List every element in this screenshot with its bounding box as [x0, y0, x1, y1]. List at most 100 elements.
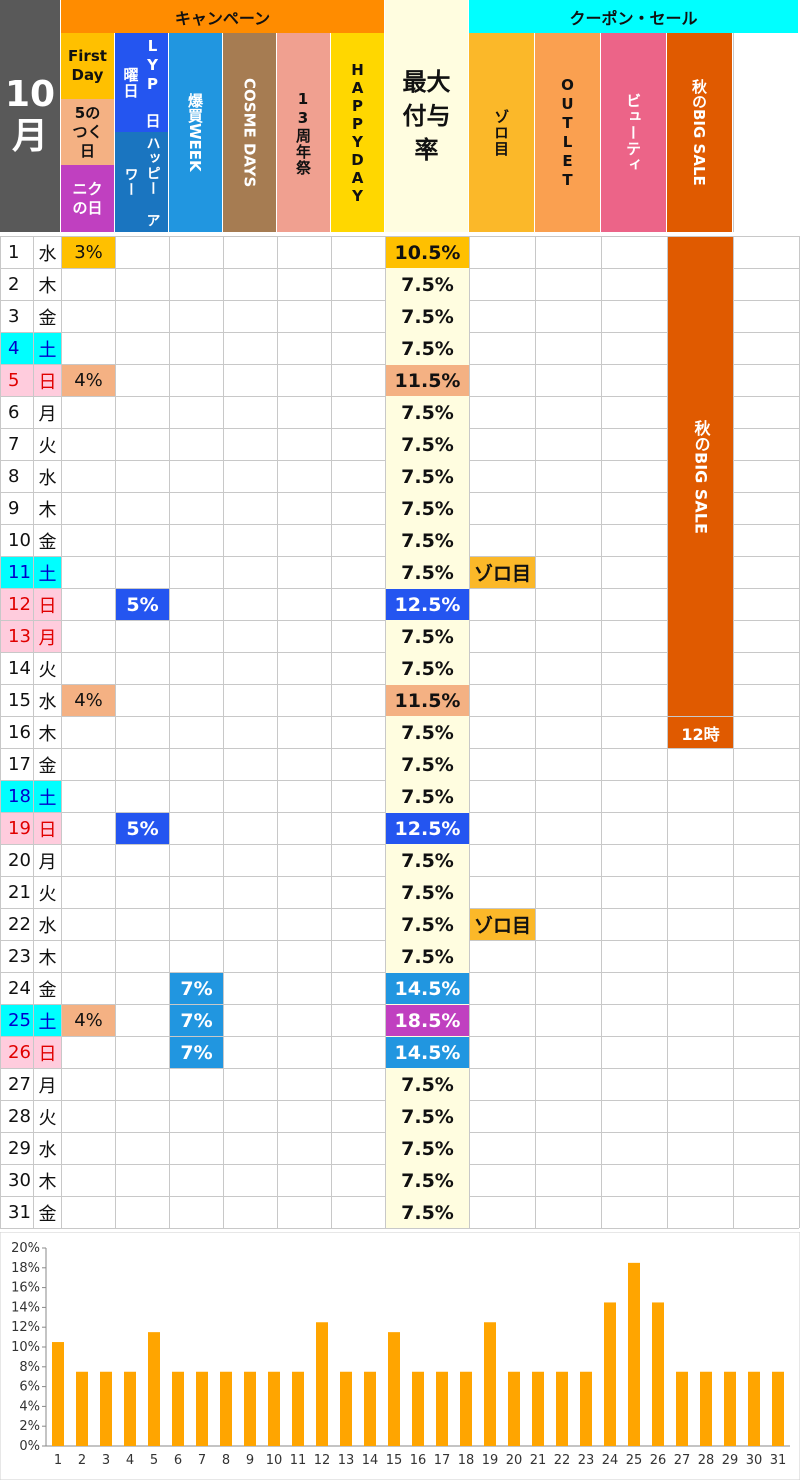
bakugai-rate: 7% [170, 1005, 223, 1036]
max-rate-value: 7.5% [401, 529, 454, 552]
first-five-rate: 3% [62, 237, 115, 268]
bar-day-9 [244, 1371, 256, 1446]
max-rate-value: 7.5% [401, 721, 454, 744]
col-gridline [115, 236, 116, 1228]
y-tick-label: 8% [19, 1360, 40, 1375]
day-number: 16 [8, 722, 31, 743]
x-tick-label: 13 [338, 1453, 355, 1468]
max-rate-value: 14.5% [386, 1037, 469, 1068]
zorome-mark: ゾロ目 [470, 557, 535, 588]
x-tick-label: 23 [578, 1453, 595, 1468]
day-number: 27 [8, 1074, 31, 1095]
day-of-week: 水 [38, 691, 57, 713]
x-tick-label: 1 [54, 1453, 62, 1468]
day-number: 11 [1, 557, 33, 588]
day-number: 7 [8, 434, 20, 455]
day-number: 20 [8, 850, 31, 871]
col-gridline [277, 236, 278, 1228]
col-gridline [331, 236, 332, 1228]
bar-day-1 [52, 1342, 64, 1446]
x-tick-label: 27 [674, 1453, 691, 1468]
day-of-week: 金 [38, 307, 57, 329]
bar-day-11 [292, 1371, 304, 1446]
day-of-week: 土 [34, 781, 61, 812]
day-of-week: 金 [38, 1203, 57, 1225]
day-number: 19 [1, 813, 33, 844]
col-gridline [535, 236, 536, 1228]
bar-day-29 [724, 1371, 736, 1446]
day-number: 14 [8, 658, 31, 679]
big-sale-end-label: 12時 [668, 717, 733, 748]
day-of-week: 火 [38, 1107, 57, 1129]
bar-day-3 [100, 1371, 112, 1446]
bar-day-2 [76, 1371, 88, 1446]
five-day-header: 5の つく 日 [61, 99, 115, 165]
day-number: 15 [8, 690, 31, 711]
bar-day-20 [508, 1371, 520, 1446]
day-number: 18 [1, 781, 33, 812]
outlet-header: OUTLET [535, 33, 601, 232]
x-tick-label: 24 [602, 1453, 619, 1468]
max-rate-value: 7.5% [401, 785, 454, 808]
big-sale-bar: 秋のBIG SALE [668, 237, 733, 716]
day-of-week: 火 [38, 659, 57, 681]
lyp-sunday-header: LYP 日曜日 [115, 33, 169, 132]
col-gridline [385, 236, 386, 1228]
month-number: 10 [4, 74, 56, 115]
max-rate-value: 7.5% [401, 657, 454, 680]
day-of-week: 土 [34, 557, 61, 588]
max-rate-value: 7.5% [401, 881, 454, 904]
bakugai-header: 爆買WEEK [169, 33, 223, 232]
bar-day-6 [172, 1371, 184, 1446]
day-of-week: 木 [38, 723, 57, 745]
max-rate-value: 12.5% [386, 813, 469, 844]
max-rate-value: 7.5% [401, 1105, 454, 1128]
col-gridline [601, 236, 602, 1228]
max-rate-value: 7.5% [401, 1073, 454, 1096]
y-tick-label: 16% [11, 1281, 40, 1296]
day-of-week: 火 [38, 883, 57, 905]
x-tick-label: 7 [198, 1453, 206, 1468]
x-tick-label: 21 [530, 1453, 547, 1468]
day-number: 22 [8, 914, 31, 935]
bar-day-31 [772, 1371, 784, 1446]
y-tick-label: 18% [11, 1261, 40, 1276]
bar-day-22 [556, 1371, 568, 1446]
cosme-header: COSME DAYS [223, 33, 277, 232]
col-gridline [0, 236, 1, 1228]
day-number: 25 [1, 1005, 33, 1036]
day-of-week: 金 [38, 531, 57, 553]
y-tick-label: 2% [19, 1419, 40, 1434]
y-tick-label: 20% [11, 1241, 40, 1256]
day-of-week: 木 [38, 275, 57, 297]
day-of-week: 水 [38, 467, 57, 489]
col-gridline [61, 236, 62, 1228]
x-tick-label: 28 [698, 1453, 715, 1468]
day-number: 9 [8, 498, 20, 519]
big-sale-header: 秋のBIG SALE [667, 33, 733, 232]
bar-day-13 [340, 1371, 352, 1446]
max-rate-value: 7.5% [401, 465, 454, 488]
beauty-header: ビューティ [601, 33, 667, 232]
day-of-week: 日 [34, 589, 61, 620]
max-rate-value: 7.5% [401, 849, 454, 872]
bar-day-15 [388, 1332, 400, 1446]
max-rate-value: 7.5% [401, 273, 454, 296]
zorome-header: ゾロ目 [469, 33, 535, 232]
bar-day-19 [484, 1322, 496, 1446]
x-tick-label: 19 [482, 1453, 499, 1468]
day-of-week: 月 [38, 1075, 57, 1097]
col-gridline [667, 236, 668, 1228]
col-gridline [469, 236, 470, 1228]
max-rate-value: 7.5% [401, 1137, 454, 1160]
day-number: 4 [1, 333, 33, 364]
max-rate-value: 7.5% [401, 1201, 454, 1224]
x-tick-label: 26 [650, 1453, 667, 1468]
day-number: 13 [1, 621, 33, 652]
first-five-rate: 4% [62, 365, 115, 396]
bar-day-24 [604, 1302, 616, 1446]
col-gridline [169, 236, 170, 1228]
x-tick-label: 2 [78, 1453, 86, 1468]
day-number: 12 [1, 589, 33, 620]
bar-day-14 [364, 1371, 376, 1446]
